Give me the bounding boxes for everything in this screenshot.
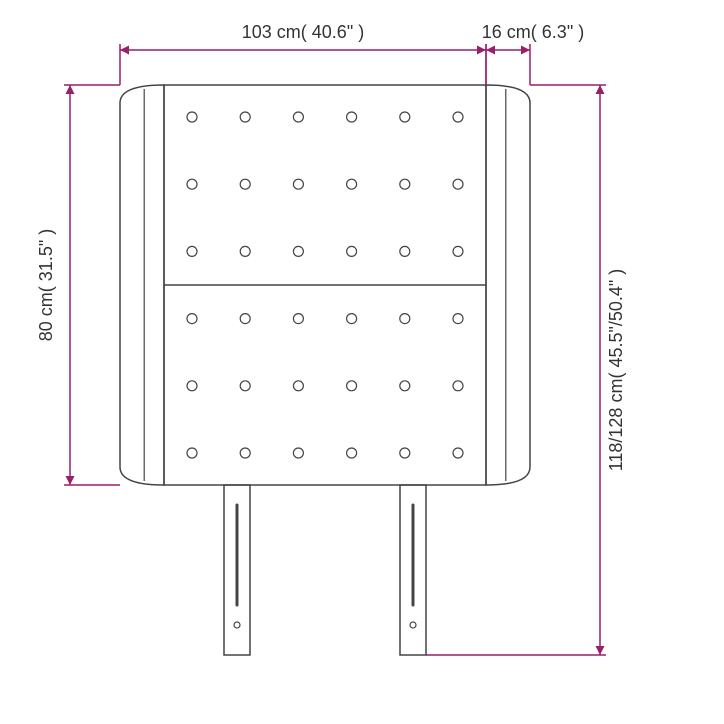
tuft-dot xyxy=(293,381,303,391)
tuft-dot xyxy=(187,448,197,458)
tuft-dot xyxy=(240,246,250,256)
dimension-label: 118/128 cm( 45.5"/50.4" ) xyxy=(606,269,626,472)
tuft-dot xyxy=(240,179,250,189)
tuft-dot xyxy=(453,314,463,324)
tuft-dot xyxy=(400,314,410,324)
tuft-dot xyxy=(347,314,357,324)
wing-left xyxy=(120,85,164,485)
tuft-dot xyxy=(453,112,463,122)
tuft-dot xyxy=(293,246,303,256)
tuft-dot xyxy=(293,179,303,189)
tuft-dot xyxy=(347,246,357,256)
tuft-dot xyxy=(240,448,250,458)
leg-hole xyxy=(234,622,240,628)
tuft-dot xyxy=(453,381,463,391)
tuft-dot xyxy=(187,246,197,256)
tuft-dot xyxy=(453,246,463,256)
tuft-dot xyxy=(293,112,303,122)
tuft-dot xyxy=(240,314,250,324)
tuft-dot xyxy=(187,179,197,189)
tuft-dot xyxy=(400,112,410,122)
tuft-dot xyxy=(400,448,410,458)
tuft-dot xyxy=(347,179,357,189)
tuft-dot xyxy=(347,381,357,391)
tuft-dot xyxy=(347,112,357,122)
tuft-dot xyxy=(240,112,250,122)
dimension-label: 103 cm( 40.6" ) xyxy=(242,22,364,42)
tuft-dot xyxy=(293,448,303,458)
tuft-dot xyxy=(347,448,357,458)
tuft-dot xyxy=(187,314,197,324)
tuft-dot xyxy=(453,179,463,189)
tuft-dot xyxy=(453,448,463,458)
dimension-label: 80 cm( 31.5" ) xyxy=(36,229,56,341)
leg-hole xyxy=(410,622,416,628)
tuft-dot xyxy=(240,381,250,391)
tuft-dot xyxy=(400,179,410,189)
dimension-label: 16 cm( 6.3" ) xyxy=(482,22,584,42)
tuft-dot xyxy=(293,314,303,324)
tuft-dot xyxy=(400,381,410,391)
tuft-dot xyxy=(400,246,410,256)
tuft-dot xyxy=(187,381,197,391)
wing-right xyxy=(486,85,530,485)
tuft-dot xyxy=(187,112,197,122)
